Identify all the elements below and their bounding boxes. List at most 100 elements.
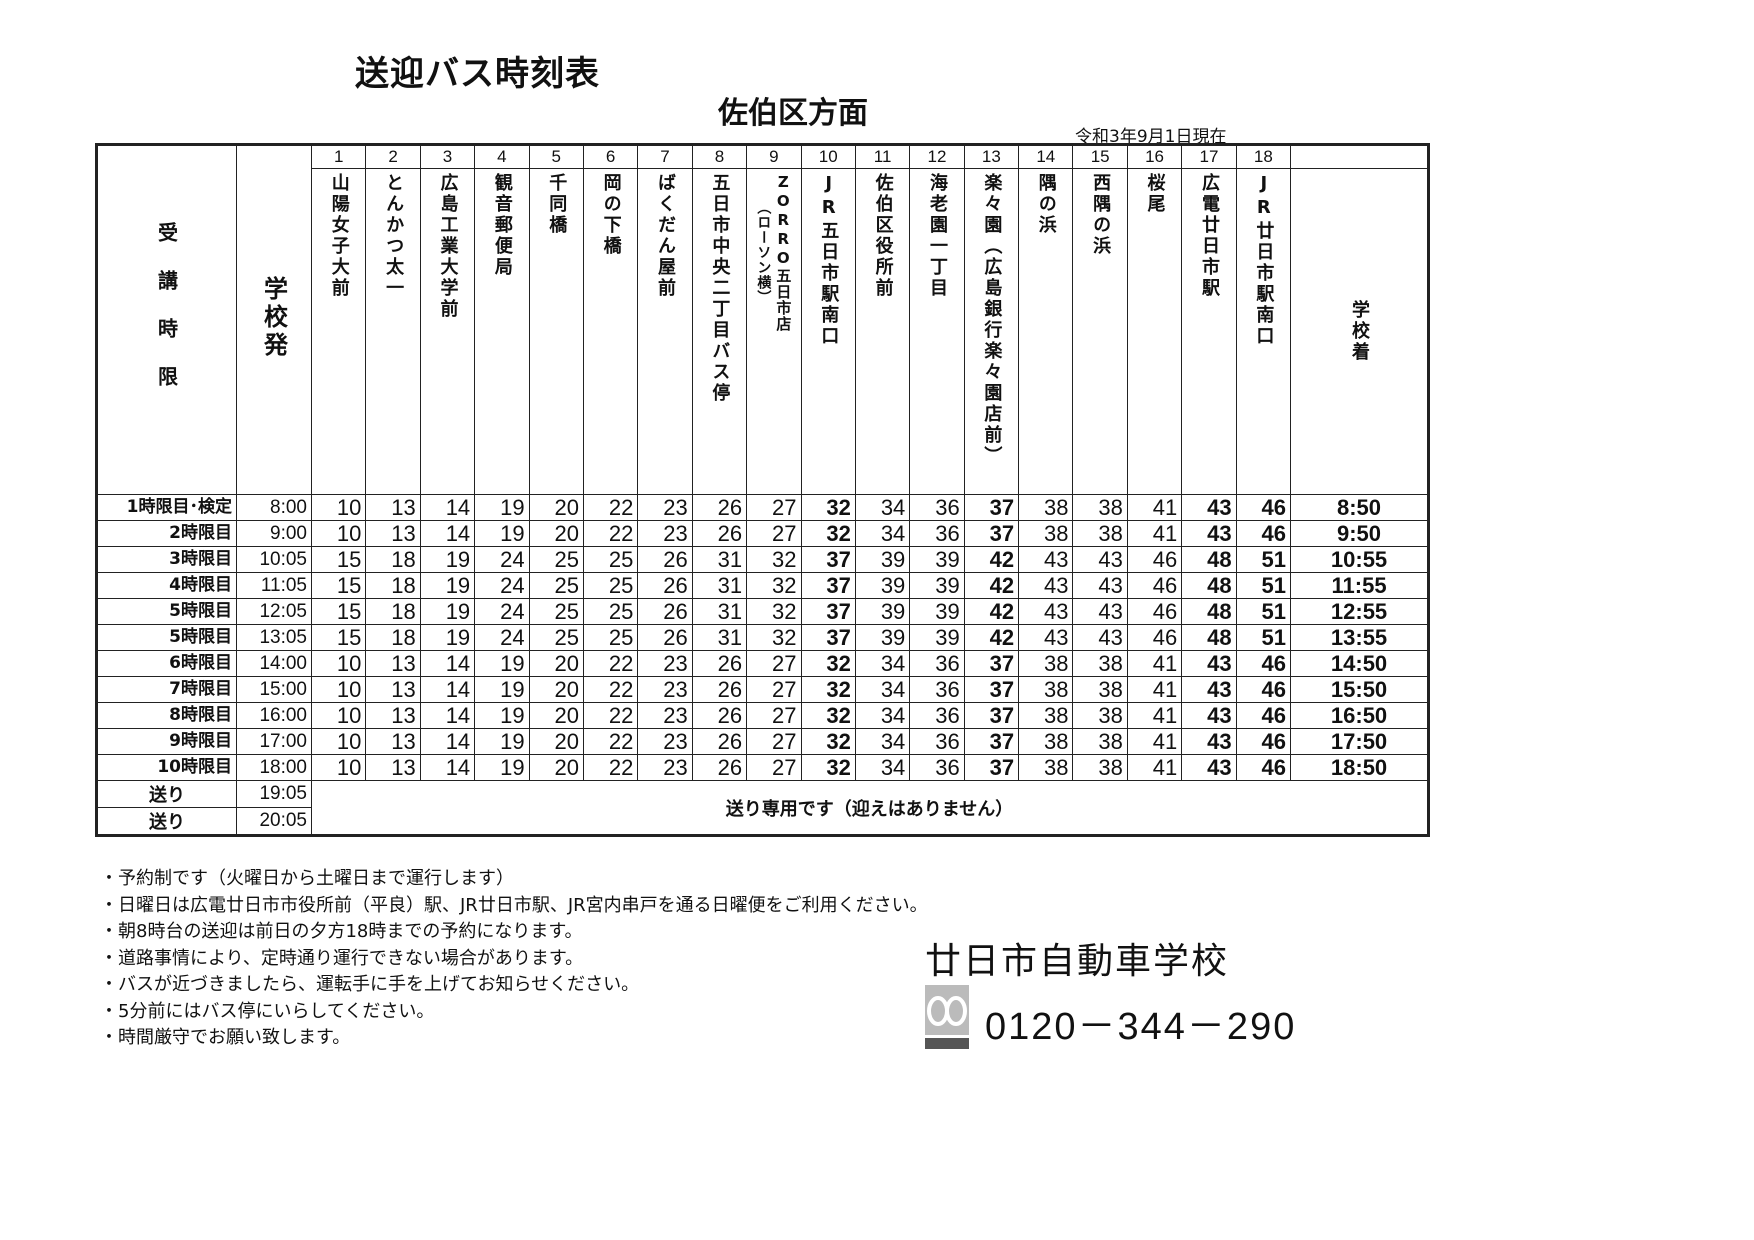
stop-minute: 38 [1018,650,1074,677]
stop-minute: 26 [691,650,748,677]
stop-minute: 22 [582,494,639,521]
stop-minute: 39 [854,624,911,651]
stop-minute: 15 [310,546,367,573]
stop-minute: 43 [1072,572,1128,599]
stop-minute: 46 [1235,520,1292,547]
stop-minute: 34 [854,676,911,703]
stop-minute: 14 [419,494,476,521]
stop-minute: 14 [419,728,476,755]
stop-minute: 25 [582,624,639,651]
stop-minute: 13 [365,702,421,729]
stop-minute: 37 [963,754,1020,781]
stop-name: 観音郵便局 [491,173,513,278]
stop-minute: 13 [365,676,421,703]
period-cell: 3時限目 [96,546,237,573]
stop-minute: 22 [582,520,639,547]
stop-minute: 38 [1072,728,1128,755]
stop-name-cell: 佐伯区役所前 [854,168,911,495]
stop-minute: 24 [474,624,530,651]
stop-minute: 25 [528,598,584,625]
stop-minute: 39 [854,598,911,625]
note-item: ・日曜日は広電廿日市市役所前（平良）駅、JR廿日市駅、JR宮内串戸を通る日曜便を… [100,894,928,916]
table-row: 6時限目 14:00 10 13 14 19 20 22 23 26 27 32 34 36 37 38 38 4… [96,650,1430,677]
stop-minute: 39 [909,624,965,651]
table-row: 2時限目 9:00 10 13 14 19 20 22 23 26 27 32 34 36 37 38 38 41… [96,520,1430,547]
stop-minute: 24 [474,598,530,625]
stop-minute: 25 [582,598,639,625]
arrive-time: 8:50 [1290,494,1430,521]
table-row: 7時限目 15:00 10 13 14 19 20 22 23 26 27 32 34 36 37 38 38 4… [96,676,1430,703]
as-of-date: 令和3年9月1日現在 [1075,127,1227,147]
period-cell: 送り [96,780,237,808]
stop-minute: 10 [310,728,367,755]
depart-time: 10:05 [236,546,312,573]
stop-minute: 39 [854,546,911,573]
timetable: 受講時限 学校発 1 2 3 4 5 6 7 8 9 10 11 12 13 14 15 16 17 18 山陽女子大前… [95,143,1431,837]
stop-minute: 26 [637,598,693,625]
stop-minute: 46 [1126,572,1183,599]
stop-minute: 41 [1126,676,1183,703]
stop-minute: 26 [637,546,693,573]
period-header: 受講時限 [96,144,237,495]
stop-minute: 34 [854,494,911,521]
stop-minute: 43 [1181,494,1237,521]
stop-name: 佐伯区役所前 [872,173,894,299]
depart-time: 12:05 [236,598,312,625]
stop-minute: 46 [1126,598,1183,625]
stop-minute: 37 [963,494,1020,521]
stop-number: 9 [746,144,802,169]
stop-minute: 26 [691,702,748,729]
stop-number: 3 [419,144,476,169]
arrive-time: 13:55 [1290,624,1430,651]
stop-minute: 37 [800,572,856,599]
depart-time: 17:00 [236,728,312,755]
stop-minute: 10 [310,754,367,781]
stop-minute: 46 [1235,702,1292,729]
stop-minute: 41 [1126,650,1183,677]
stop-minute: 19 [474,676,530,703]
stop-minute: 38 [1018,728,1074,755]
free-dial-logo-icon [925,985,969,1049]
note-item: ・バスが近づきましたら、運転手に手を上げてお知らせください。 [100,974,640,995]
stop-minute: 31 [691,624,748,651]
stop-minute: 46 [1235,650,1292,677]
stop-minute: 38 [1072,702,1128,729]
stop-minute: 25 [582,572,639,599]
stop-minute: 32 [746,572,802,599]
stop-name-cell: 山陽女子大前 [310,168,367,495]
school-name: 廿日市自動車学校 [925,941,1230,982]
stop-minute: 36 [909,728,965,755]
stop-minute: 38 [1072,494,1128,521]
stop-minute: 22 [582,754,639,781]
stop-minute: 15 [310,624,367,651]
stop-minute: 13 [365,494,421,521]
stop-minute: 18 [365,546,421,573]
arrive-time: 15:50 [1290,676,1430,703]
stop-minute: 43 [1018,598,1074,625]
note-item: ・時間厳守でお願い致します。 [100,1027,351,1048]
stop-minute: 27 [746,650,802,677]
stop-name: 広電廿日市駅 [1198,173,1220,299]
stop-minute: 37 [800,624,856,651]
stop-minute: 10 [310,494,367,521]
stop-minute: 38 [1018,702,1074,729]
stop-minute: 20 [528,520,584,547]
stop-number: 5 [528,144,584,169]
stop-minute: 34 [854,702,911,729]
arrive-time: 10:55 [1290,546,1430,573]
stop-minute: 10 [310,702,367,729]
stop-name-cell: JR廿日市駅南口 [1235,168,1292,495]
stop-minute: 26 [691,728,748,755]
stop-name: 桜尾 [1144,173,1166,215]
period-cell: 送り [96,807,237,836]
stop-name-cell: 五日市中央二丁目バス停 [691,168,748,495]
stop-minute: 46 [1235,676,1292,703]
stop-name: 広島工業大学前 [437,173,459,320]
stop-minute: 20 [528,728,584,755]
stop-minute: 14 [419,676,476,703]
depart-time: 18:00 [236,754,312,781]
stop-number: 7 [637,144,693,169]
stop-minute: 26 [637,624,693,651]
period-cell: 7時限目 [96,676,237,703]
stop-minute: 32 [800,650,856,677]
